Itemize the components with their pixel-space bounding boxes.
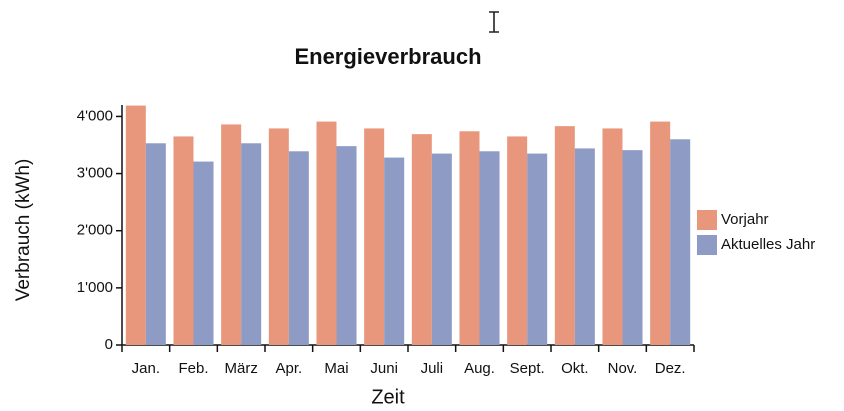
x-tick-label: Mai [324, 360, 348, 377]
bar [650, 121, 671, 345]
x-tick-label: Juli [421, 360, 444, 377]
bar [221, 124, 242, 345]
x-tick-label: Dez. [655, 360, 686, 377]
legend-swatch [697, 210, 717, 230]
bar [268, 128, 289, 345]
bar [554, 126, 575, 346]
x-tick-label: Nov. [608, 360, 638, 377]
x-tick-label: Jan. [132, 360, 160, 377]
bar [411, 134, 432, 345]
legend-label: Aktuelles Jahr [721, 236, 815, 253]
y-axis-label: Verbrauch (kWh) [13, 159, 34, 302]
bar [145, 143, 166, 345]
bar [602, 128, 623, 345]
bar [364, 128, 385, 345]
x-tick-label: Okt. [561, 360, 589, 377]
bar [459, 131, 480, 345]
x-tick-label: Apr. [275, 360, 302, 377]
bar [574, 148, 595, 345]
x-tick-label: Aug. [464, 360, 495, 377]
x-tick-label: Sept. [510, 360, 545, 377]
bar [336, 146, 357, 345]
bar [193, 161, 214, 345]
bar [670, 139, 691, 345]
y-tick-label: 2'000 [77, 222, 113, 239]
bar [173, 136, 194, 345]
bar [431, 153, 452, 345]
bar [479, 151, 500, 345]
y-tick-label: 0 [105, 336, 113, 353]
x-tick-label: Feb. [178, 360, 208, 377]
bar [125, 105, 146, 345]
bar [316, 121, 337, 345]
y-tick-label: 1'000 [77, 279, 113, 296]
y-tick-label: 4'000 [77, 107, 113, 124]
chart-title: Energieverbrauch [294, 44, 481, 69]
bar [622, 150, 643, 345]
bar [527, 153, 548, 345]
legend-swatch [697, 235, 717, 255]
x-tick-label: März [224, 360, 257, 377]
bar [507, 136, 528, 345]
text-cursor [489, 11, 499, 33]
y-tick-label: 3'000 [77, 165, 113, 182]
x-tick-label: Juni [370, 360, 398, 377]
legend-label: Vorjahr [721, 211, 769, 228]
x-axis-label: Zeit [371, 386, 405, 408]
bar [384, 157, 405, 345]
bar [241, 143, 262, 345]
bar [288, 151, 309, 345]
